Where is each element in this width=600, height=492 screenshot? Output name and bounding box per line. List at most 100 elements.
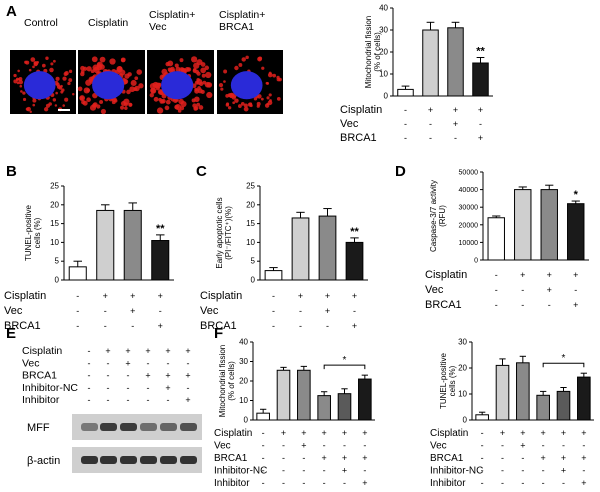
- y-tick-label: 0: [384, 92, 389, 101]
- y-axis-label: Early apoptotic cells: [215, 197, 224, 268]
- y-tick-label: 20: [246, 200, 255, 209]
- mitochondrion-dot: [266, 81, 270, 85]
- condition-sign: -: [88, 383, 91, 393]
- chart-C: 0 5 10 15 20 25 Early apoptotic cells (PI⁻/FITC…: [200, 182, 368, 332]
- y-tick-label: 40: [239, 338, 248, 347]
- mitochondrion-dot: [248, 102, 253, 106]
- condition-sign: +: [581, 428, 586, 438]
- condition-sign: -: [88, 358, 91, 368]
- bar: [291, 217, 310, 281]
- y-tick-label: 20: [239, 377, 248, 386]
- mitochondrion-dot: [192, 103, 197, 108]
- condition-sign: -: [187, 358, 190, 368]
- mitochondrion-dot: [99, 99, 104, 104]
- condition-label: BRCA1: [425, 299, 462, 311]
- condition-sign: +: [581, 478, 586, 488]
- condition-label: Vec: [425, 284, 444, 296]
- condition-sign: -: [262, 428, 265, 438]
- y-axis-label: Mitochondrial fission: [364, 16, 373, 88]
- condition-sign: +: [500, 428, 505, 438]
- micrograph-4: [217, 50, 283, 114]
- mitochondrion-dot: [223, 80, 226, 83]
- condition-sign: -: [323, 441, 326, 451]
- mitochondrion-dot: [245, 55, 249, 60]
- condition-sign: -: [429, 133, 432, 143]
- condition-sign: -: [323, 478, 326, 488]
- y-tick-label: 30: [458, 338, 467, 347]
- condition-sign: -: [107, 395, 110, 405]
- condition-sign: +: [125, 358, 130, 368]
- condition-label: Inhibitor-NC: [430, 466, 483, 477]
- mitochondrion-dot: [257, 94, 262, 99]
- y-tick-label: 20: [50, 200, 59, 209]
- blot-band: [140, 456, 157, 464]
- bar: [151, 240, 170, 281]
- condition-sign: +: [478, 105, 483, 115]
- mitochondrion-dot: [206, 82, 213, 88]
- y-tick-label: 0: [244, 416, 249, 425]
- mitochondrion-dot: [266, 96, 270, 100]
- panel-letter-F: F: [214, 325, 223, 342]
- condition-sign: -: [521, 300, 524, 310]
- y-tick-label: 40000: [459, 187, 479, 194]
- condition-sign: +: [165, 346, 170, 356]
- mitochondrion-dot: [267, 100, 273, 106]
- condition-sign: +: [185, 346, 190, 356]
- condition-label: BRCA1: [430, 453, 464, 464]
- condition-sign: -: [282, 478, 285, 488]
- mitochondrion-dot: [72, 92, 75, 96]
- mitochondrion-dot: [96, 104, 101, 109]
- condition-sign: -: [521, 478, 524, 488]
- mitochondrion-dot: [64, 97, 69, 102]
- condition-label: Cisplatin: [22, 345, 62, 357]
- mitochondrion-dot: [205, 71, 212, 79]
- mitochondrion-dot: [268, 93, 272, 97]
- y-tick-label: 20000: [459, 222, 479, 229]
- y-tick-label: 40: [379, 4, 388, 13]
- condition-sign: +: [301, 428, 306, 438]
- y-axis-label: cells (%): [448, 365, 457, 396]
- mitochondrion-dot: [276, 75, 280, 80]
- condition-sign: +: [130, 306, 135, 316]
- mitochondrion-dot: [61, 88, 65, 92]
- mitochondrion-dot: [79, 96, 84, 101]
- mitochondrion-dot: [223, 69, 228, 74]
- condition-sign: -: [107, 371, 110, 381]
- blot-band: [100, 456, 117, 464]
- condition-sign: +: [185, 395, 190, 405]
- mitochondrion-dot: [41, 63, 46, 68]
- mitochondrion-dot: [50, 62, 54, 66]
- condition-sign: +: [281, 428, 286, 438]
- mitochondrion-dot: [206, 91, 213, 99]
- condition-sign: -: [343, 441, 346, 451]
- bar: [472, 62, 489, 97]
- condition-sign: -: [88, 346, 91, 356]
- mitochondrion-dot: [179, 106, 185, 111]
- mitochondrion-dot: [30, 57, 36, 62]
- condition-sign: -: [282, 441, 285, 451]
- condition-sign: -: [495, 300, 498, 310]
- blot-label: β-actin: [27, 455, 60, 467]
- mitochondrion-dot: [196, 59, 203, 66]
- mitochondrion-dot: [77, 86, 83, 92]
- condition-sign: -: [167, 358, 170, 368]
- blot-strip: [72, 414, 202, 440]
- nucleus: [230, 71, 263, 100]
- y-tick-label: 25: [246, 182, 255, 191]
- mitochondrion-dot: [100, 108, 107, 115]
- mitochondrion-dot: [243, 106, 249, 112]
- condition-sign: +: [547, 285, 552, 295]
- condition-sign: -: [104, 306, 107, 316]
- condition-sign: +: [342, 428, 347, 438]
- condition-sign: -: [481, 478, 484, 488]
- mitochondrion-dot: [22, 91, 26, 95]
- condition-sign: -: [481, 428, 484, 438]
- y-axis-label: TUNEL-positive: [24, 204, 33, 261]
- mitochondrion-dot: [227, 106, 232, 110]
- condition-sign: +: [145, 346, 150, 356]
- y-tick-label: 10: [239, 396, 248, 405]
- blot-label: MFF: [27, 422, 50, 434]
- mitochondrion-dot: [17, 78, 21, 81]
- mitochondrion-dot: [52, 98, 57, 102]
- condition-label: BRCA1: [4, 320, 41, 332]
